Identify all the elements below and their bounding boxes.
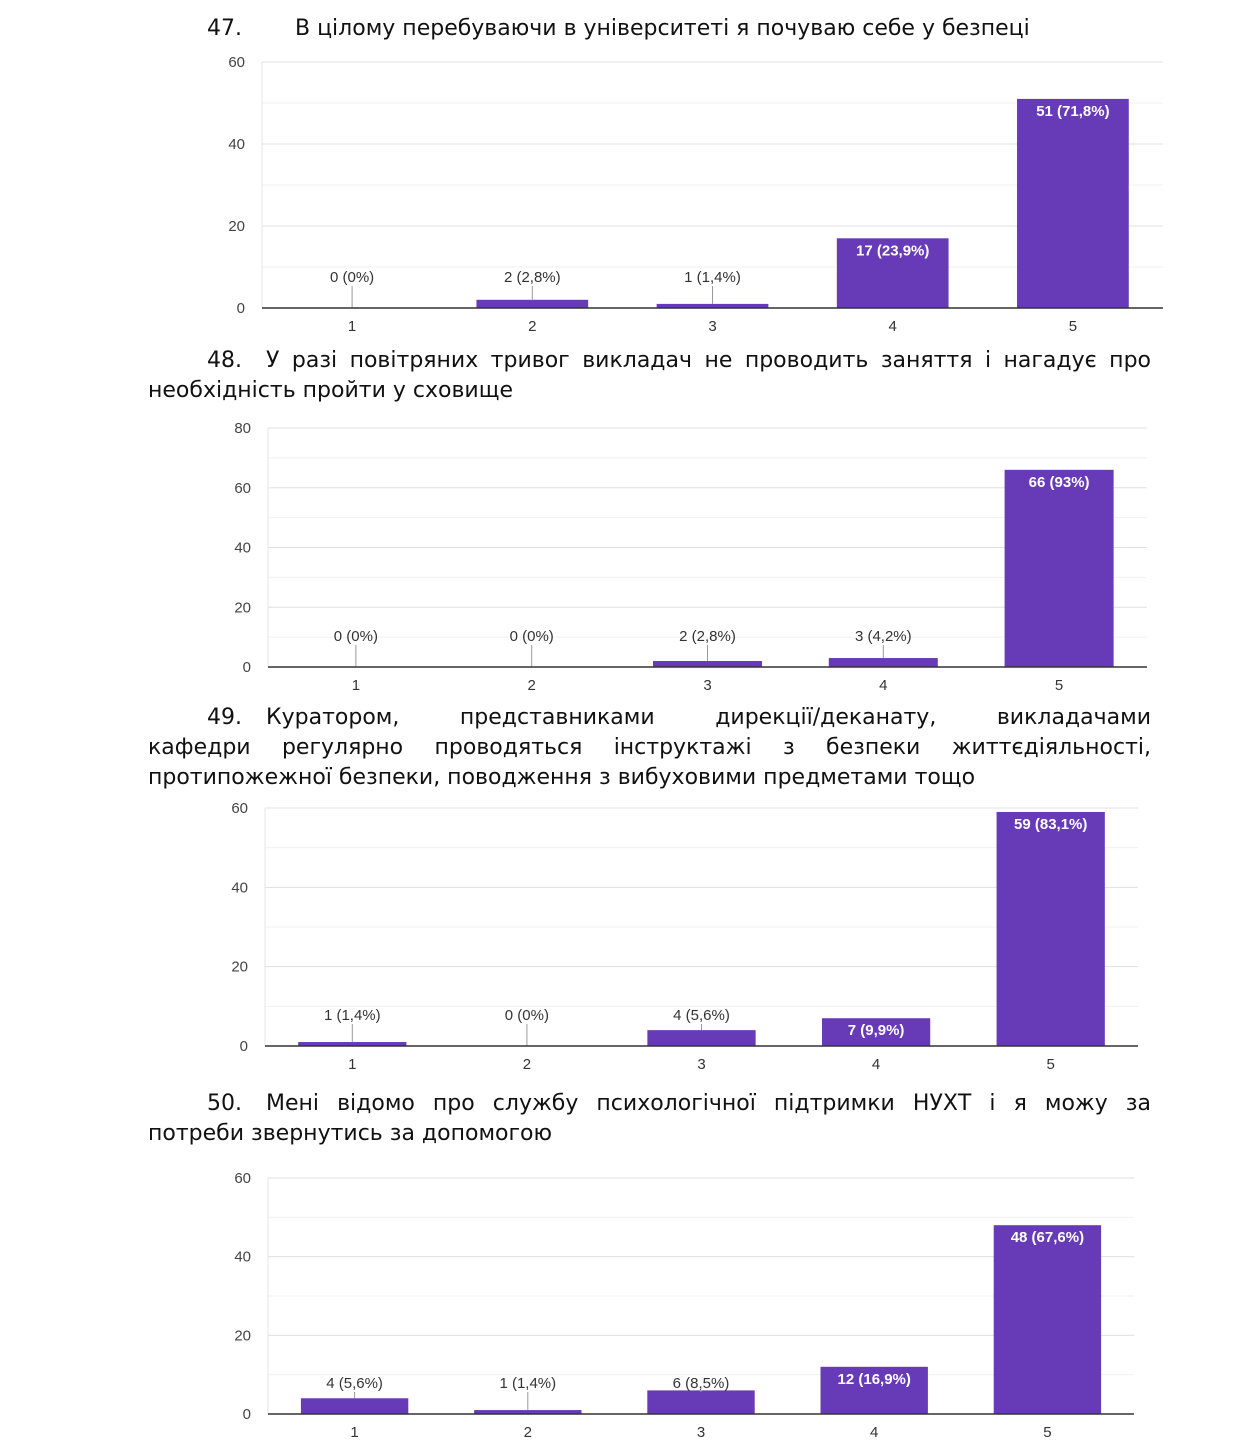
x-tick-label: 1	[352, 677, 360, 694]
y-tick-label: 0	[243, 1406, 251, 1423]
y-tick-label: 40	[231, 879, 248, 896]
bar	[996, 811, 1105, 1046]
x-tick-label: 4	[889, 318, 897, 335]
data-label: 12 (16,9%)	[838, 1371, 911, 1388]
x-tick-label: 3	[708, 318, 716, 335]
y-tick-label: 40	[234, 540, 251, 557]
question-number: 49.	[207, 705, 242, 730]
bar	[993, 1225, 1102, 1414]
y-tick-label: 60	[231, 800, 248, 817]
data-label: 4 (5,6%)	[326, 1375, 383, 1392]
bar	[300, 1398, 409, 1414]
y-tick-label: 20	[234, 599, 251, 616]
bar	[653, 661, 762, 667]
x-tick-label: 5	[1055, 677, 1063, 694]
x-tick-label: 4	[872, 1056, 880, 1073]
x-tick-label: 3	[697, 1424, 705, 1441]
y-tick-label: 0	[240, 1038, 248, 1055]
bar	[298, 1042, 407, 1046]
question-50-heading: 50. Мені відомо про службу психологічної …	[148, 1089, 1151, 1149]
x-tick-label: 1	[348, 318, 356, 335]
data-label: 1 (1,4%)	[499, 1375, 556, 1392]
x-tick-label: 5	[1047, 1056, 1055, 1073]
y-tick-label: 60	[234, 1170, 251, 1187]
y-tick-label: 40	[228, 136, 245, 153]
data-label: 17 (23,9%)	[856, 242, 929, 259]
bar	[476, 299, 589, 308]
data-label: 0 (0%)	[330, 269, 374, 286]
x-tick-label: 5	[1069, 318, 1077, 335]
x-tick-label: 3	[703, 677, 711, 694]
data-label: 48 (67,6%)	[1011, 1229, 1084, 1246]
bar	[821, 1018, 931, 1046]
bar	[828, 658, 938, 667]
y-tick-label: 20	[234, 1327, 251, 1344]
data-label: 3 (4,2%)	[855, 628, 912, 645]
bar	[656, 303, 769, 308]
question-text: В цілому перебуваючи в університеті я по…	[295, 16, 1030, 41]
bar	[820, 1366, 928, 1414]
chart-q47: 0 20 40 60 0 (0%) 1 2 (2,8%) 2 1 (1,4%) 3 17 (23,9…	[228, 54, 1163, 335]
data-label: 0 (0%)	[505, 1007, 549, 1024]
x-tick-label: 3	[697, 1056, 705, 1073]
x-tick-label: 2	[523, 1056, 531, 1073]
question-text: протипожежної безпеки, поводження з вибу…	[148, 765, 976, 790]
x-tick-label: 4	[870, 1424, 878, 1441]
question-text: необхідність пройти у сховище	[148, 378, 513, 403]
bar	[836, 238, 949, 308]
data-label: 59 (83,1%)	[1014, 816, 1087, 833]
data-label: 2 (2,8%)	[504, 269, 561, 286]
data-label: 6 (8,5%)	[673, 1375, 730, 1392]
question-text: Куратором, представниками дирекції/декан…	[266, 705, 1151, 730]
question-49-heading: 49. Куратором, представниками дирекції/де…	[148, 703, 1151, 793]
data-label: 7 (9,9%)	[848, 1022, 905, 1039]
bar	[1017, 98, 1129, 309]
x-tick-label: 4	[879, 677, 887, 694]
question-number: 47.	[207, 16, 242, 41]
data-label: 51 (71,8%)	[1036, 103, 1109, 120]
question-47-heading: 47. В цілому перебуваючи в університеті я…	[207, 14, 1151, 44]
x-tick-label: 1	[350, 1424, 358, 1441]
data-label: 1 (1,4%)	[324, 1007, 381, 1024]
question-text: У разі повітряних тривог викладач не про…	[266, 348, 1151, 373]
y-tick-label: 40	[234, 1249, 251, 1266]
y-tick-label: 60	[234, 480, 251, 497]
x-tick-label: 2	[524, 1424, 532, 1441]
question-number: 50.	[207, 1091, 242, 1116]
chart-q49: 0 20 40 60 1 (1,4%) 1 0 (0%) 2 4 (5,6%) 3 7 (9,9%)…	[231, 800, 1138, 1073]
data-label: 66 (93%)	[1029, 474, 1090, 491]
data-label: 4 (5,6%)	[673, 1007, 730, 1024]
y-tick-label: 20	[228, 218, 245, 235]
question-text: Мені відомо про службу психологічної під…	[266, 1091, 1151, 1116]
bar	[474, 1410, 582, 1414]
bar	[1004, 469, 1114, 667]
y-tick-label: 60	[228, 54, 245, 71]
x-tick-label: 2	[528, 318, 536, 335]
bar	[647, 1390, 755, 1414]
data-label: 2 (2,8%)	[679, 628, 736, 645]
y-tick-label: 80	[234, 420, 251, 437]
y-tick-label: 0	[243, 659, 251, 676]
question-text: потреби звернутись за допомогою	[148, 1121, 553, 1146]
data-label: 0 (0%)	[334, 628, 378, 645]
question-48-heading: 48. У разі повітряних тривог викладач не …	[148, 346, 1151, 406]
y-tick-label: 20	[231, 959, 248, 976]
x-tick-label: 5	[1043, 1424, 1051, 1441]
chart-q48: 0 20 40 60 80 0 (0%) 1 0 (0%) 2 2 (2,8%) 3 3 (4,2%)…	[234, 420, 1147, 694]
data-label: 0 (0%)	[510, 628, 554, 645]
question-text: кафедри регулярно проводяться інструктаж…	[148, 735, 1151, 760]
y-tick-label: 0	[237, 300, 245, 317]
x-tick-label: 1	[348, 1056, 356, 1073]
data-label: 1 (1,4%)	[684, 269, 741, 286]
bar	[647, 1030, 756, 1046]
question-number: 48.	[207, 348, 242, 373]
x-tick-label: 2	[528, 677, 536, 694]
